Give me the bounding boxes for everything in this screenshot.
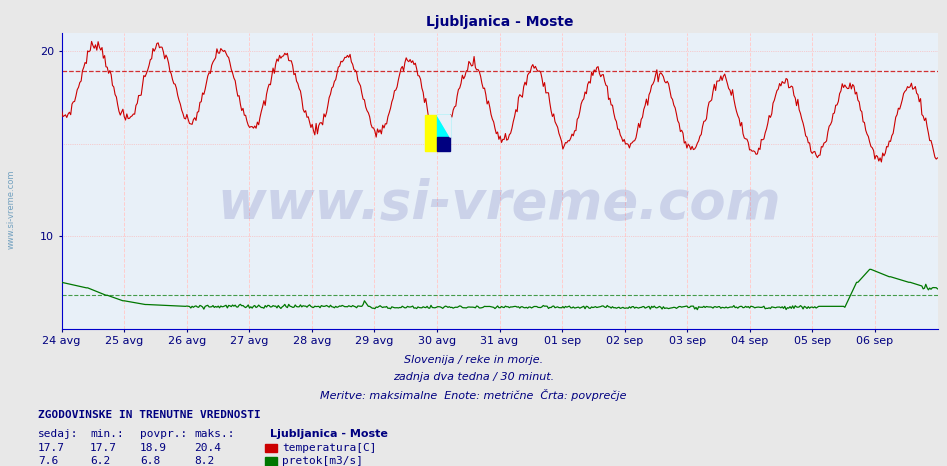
Text: Meritve: maksimalne  Enote: metrične  Črta: povprečje: Meritve: maksimalne Enote: metrične Črta…	[320, 389, 627, 401]
Polygon shape	[438, 116, 450, 137]
Polygon shape	[438, 137, 450, 151]
Text: 17.7: 17.7	[38, 443, 65, 453]
Text: 20.4: 20.4	[194, 443, 222, 453]
Text: maks.:: maks.:	[194, 429, 235, 439]
Text: temperatura[C]: temperatura[C]	[282, 443, 377, 453]
Text: www.si-vreme.com: www.si-vreme.com	[7, 170, 16, 249]
Text: zadnja dva tedna / 30 minut.: zadnja dva tedna / 30 minut.	[393, 372, 554, 383]
Text: ZGODOVINSKE IN TRENUTNE VREDNOSTI: ZGODOVINSKE IN TRENUTNE VREDNOSTI	[38, 410, 260, 420]
Text: 6.8: 6.8	[140, 456, 160, 466]
Text: www.si-vreme.com: www.si-vreme.com	[218, 178, 781, 230]
Text: povpr.:: povpr.:	[140, 429, 188, 439]
Text: 18.9: 18.9	[140, 443, 168, 453]
Polygon shape	[438, 116, 450, 137]
Text: 6.2: 6.2	[90, 456, 110, 466]
Polygon shape	[425, 116, 438, 151]
Text: sedaj:: sedaj:	[38, 429, 79, 439]
Text: 7.6: 7.6	[38, 456, 58, 466]
Text: Slovenija / reke in morje.: Slovenija / reke in morje.	[404, 355, 543, 365]
Text: Ljubljanica - Moste: Ljubljanica - Moste	[270, 429, 387, 439]
Text: pretok[m3/s]: pretok[m3/s]	[282, 456, 364, 466]
Text: 17.7: 17.7	[90, 443, 117, 453]
Title: Ljubljanica - Moste: Ljubljanica - Moste	[426, 14, 573, 29]
Text: 8.2: 8.2	[194, 456, 214, 466]
Text: min.:: min.:	[90, 429, 124, 439]
